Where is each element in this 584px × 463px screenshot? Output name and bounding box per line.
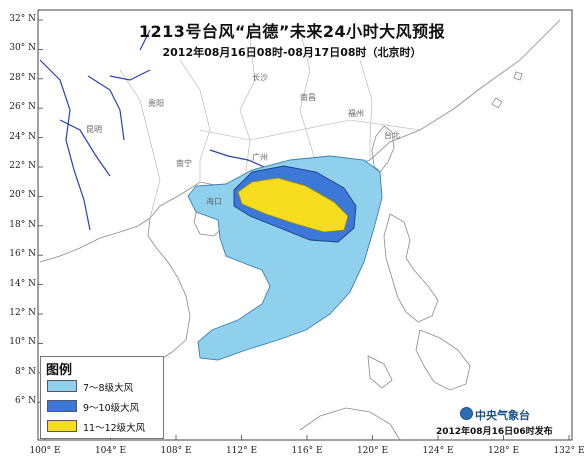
latitude-label: 24° N: [9, 131, 36, 142]
longitude-label: 104° E: [94, 446, 127, 456]
city-label-guangzhou: 广州: [252, 153, 268, 162]
legend-label-force-7-8: 7～8级大风: [83, 383, 134, 394]
longitude-label: 112° E: [225, 446, 258, 456]
longitude-label: 132° E: [553, 446, 584, 456]
legend-item-force-7-8: 7～8级大风: [47, 380, 163, 394]
legend-swatch-force-7-8: [47, 380, 77, 392]
latitude-label: 12° N: [9, 308, 36, 318]
latitude-label: 22° N: [9, 161, 36, 171]
latitude-label: 32° N: [9, 14, 36, 24]
legend-item-force-11-12: 11～12级大风: [47, 420, 163, 434]
city-label-taibei: 台北: [384, 131, 400, 140]
city-label-nanchang: 南昌: [300, 93, 316, 102]
legend-item-force-9-10: 9～10级大风: [47, 400, 163, 414]
city-label-kunming: 昆明: [86, 125, 102, 134]
longitude-label: 124° E: [422, 446, 454, 456]
longitude-label: 116° E: [291, 446, 323, 456]
city-label-nanning: 南宁: [176, 159, 192, 168]
province-borders: [119, 29, 421, 219]
latitude-label: 18° N: [9, 219, 36, 230]
longitude-label: 120° E: [356, 446, 389, 456]
cma-logo-icon: [460, 407, 473, 420]
longitude-label: 128° E: [487, 446, 520, 456]
city-label-changsha: 长沙: [252, 73, 268, 82]
longitude-label: 108° E: [160, 446, 192, 456]
longitude-label: 100° E: [29, 446, 61, 456]
issue-time: 2012年08月16日06时发布: [436, 427, 553, 437]
latitude-label: 28° N: [9, 72, 36, 83]
legend: 图例 7～8级大风 9～10级大风 11～12级大风: [40, 356, 164, 439]
city-label-fuzhou: 福州: [348, 109, 364, 118]
legend-swatch-force-9-10: [47, 400, 77, 412]
page-title: 1213号台风“启德”未来24小时大风预报: [138, 22, 446, 41]
latitude-label: 26° N: [9, 102, 36, 113]
legend-label-force-11-12: 11～12级大风: [83, 423, 146, 434]
latitude-label: 10° N: [9, 337, 36, 348]
city-label-haikou: 海口: [206, 197, 222, 206]
legend-label-force-9-10: 9～10级大风: [83, 403, 140, 414]
city-label-guiyang: 贵阳: [148, 99, 164, 108]
latitude-label: 20° N: [9, 190, 36, 201]
legend-swatch-force-11-12: [47, 420, 77, 432]
gale-zones: [187, 155, 383, 361]
latitude-label: 16° N: [9, 249, 36, 260]
latitude-label: 30° N: [9, 43, 36, 54]
zone-force-11-12: [237, 177, 349, 233]
page-subtitle: 2012年08月16日08时-08月17日08时（北京时）: [162, 46, 422, 59]
latitude-label: 8° N: [15, 366, 36, 377]
latitude-label: 14° N: [9, 278, 36, 289]
agency-name: 中央气象台: [475, 409, 530, 422]
latitude-label: 6° N: [15, 396, 36, 407]
legend-title: 图例: [46, 363, 73, 378]
